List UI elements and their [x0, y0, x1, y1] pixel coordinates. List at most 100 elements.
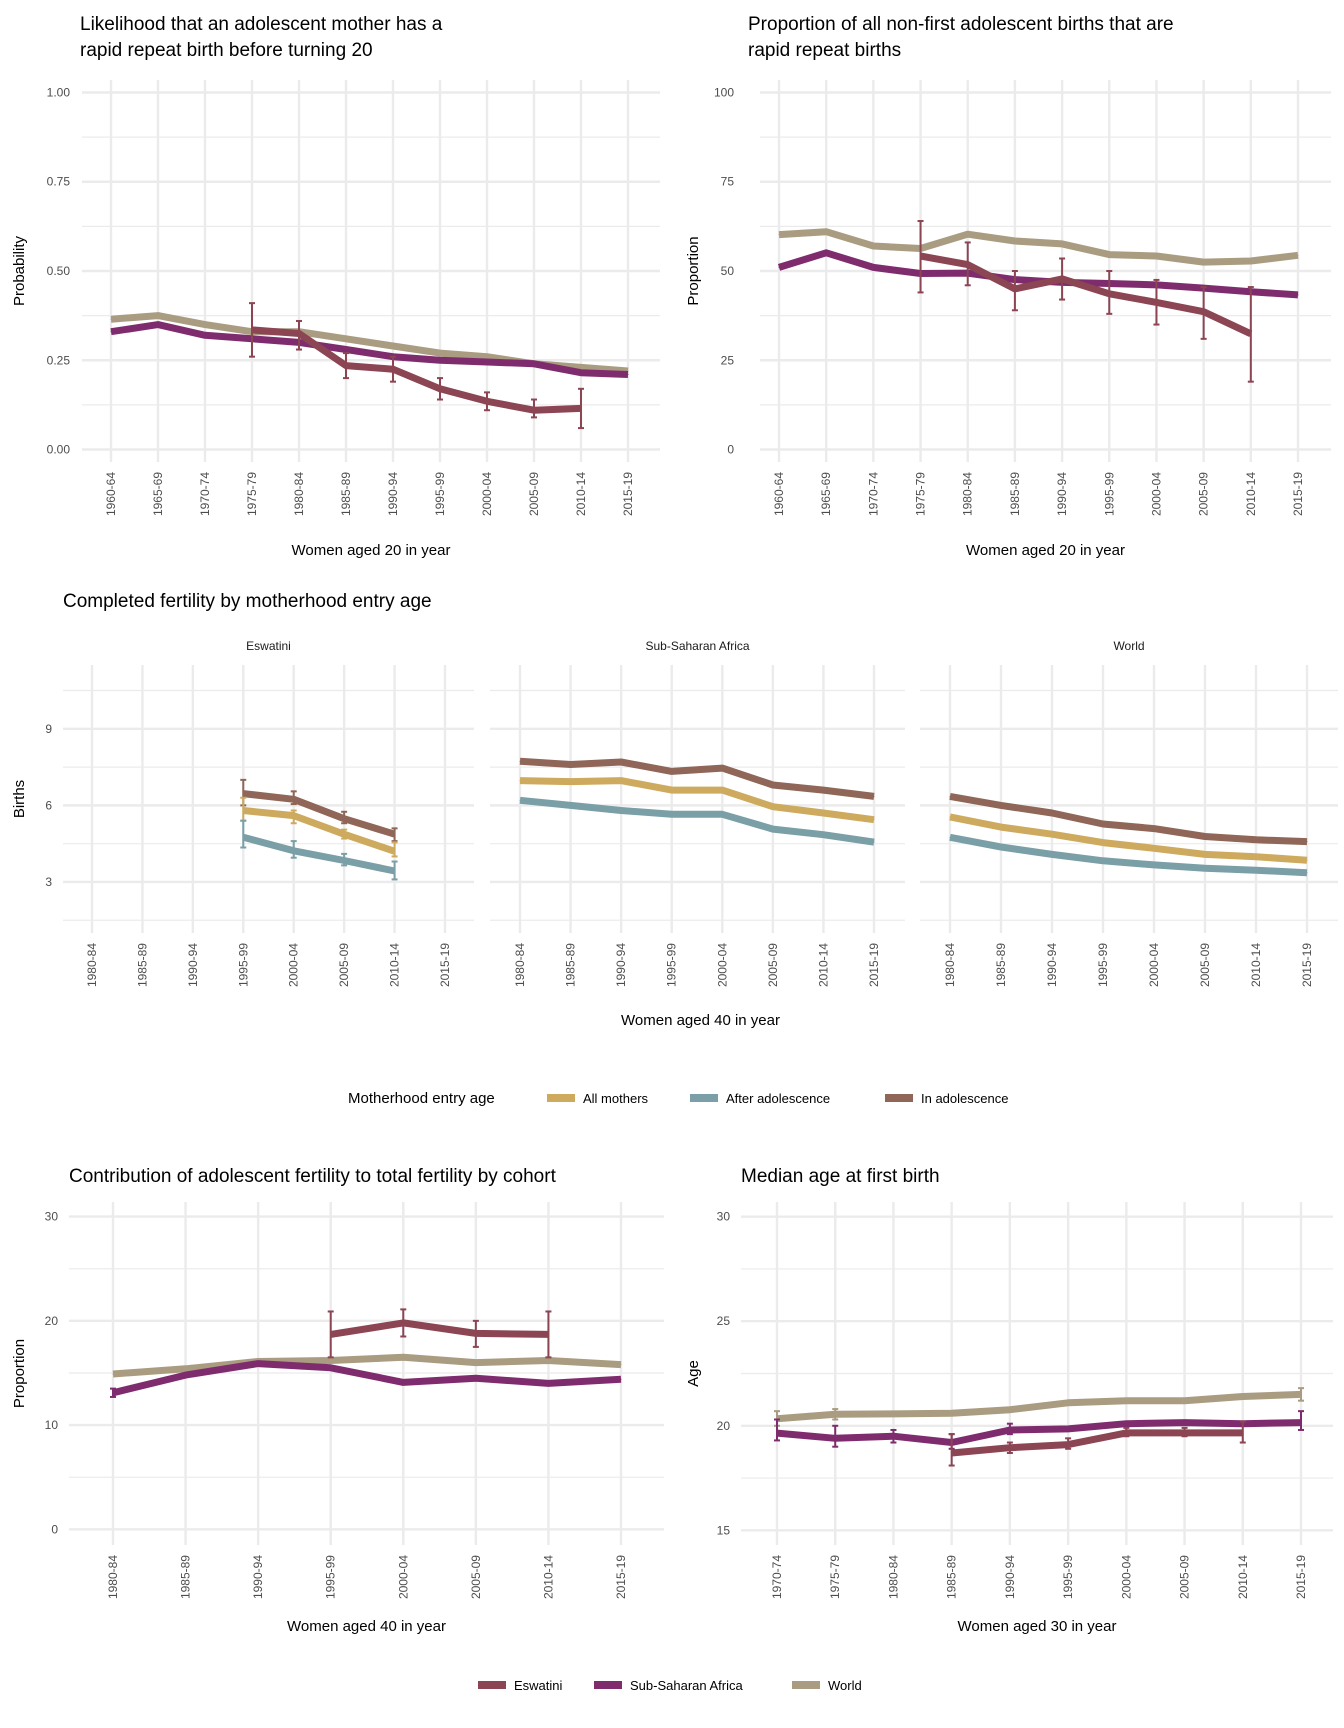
y-tick-label: 0.75 — [47, 175, 71, 189]
data-point — [825, 231, 827, 233]
x-tick-label: 1970-74 — [866, 472, 880, 516]
data-point — [157, 315, 159, 317]
data-point — [519, 760, 521, 762]
x-tick-label: 2010-14 — [1236, 1555, 1250, 1599]
data-point — [519, 780, 521, 782]
data-point — [439, 359, 441, 361]
series-line — [242, 833, 396, 875]
data-point — [475, 1332, 477, 1334]
y-tick-label: 0.00 — [47, 443, 71, 457]
data-point — [110, 318, 112, 320]
y-axis-label: Age — [685, 1360, 702, 1387]
data-point — [892, 1413, 894, 1415]
plot-panel: 1980-84 1985-89 1990-94 1995-99 2000-04 2005-… — [490, 665, 905, 987]
x-tick-label: 1975-79 — [245, 472, 259, 516]
data-point — [394, 870, 396, 872]
series-line — [949, 833, 1308, 877]
data-point — [242, 793, 244, 795]
data-point — [392, 345, 394, 347]
data-point — [1125, 1400, 1127, 1402]
legend-swatch — [594, 1681, 622, 1689]
x-tick-label: 2000-04 — [715, 943, 729, 987]
data-point — [1067, 1402, 1069, 1404]
series-after-adolescence — [240, 819, 398, 881]
data-point — [343, 818, 345, 820]
data-point — [580, 372, 582, 374]
data-point — [330, 1333, 332, 1335]
data-point — [293, 798, 295, 800]
data-point — [822, 812, 824, 814]
x-tick-label: 1980-84 — [961, 472, 975, 516]
series-world — [778, 228, 1299, 266]
y-tick-label: 0 — [727, 443, 734, 457]
y-axis-label: Proportion — [11, 1339, 28, 1408]
x-tick-label: 1980-84 — [292, 472, 306, 516]
data-point — [1061, 243, 1063, 245]
data-point — [949, 816, 951, 818]
x-tick-label: 2015-19 — [1300, 943, 1314, 987]
data-point — [1102, 823, 1104, 825]
x-tick-label: 1995-99 — [665, 943, 679, 987]
legend-swatch — [478, 1681, 506, 1689]
data-point — [872, 266, 874, 268]
data-point — [1300, 1422, 1302, 1424]
series-line — [110, 321, 629, 378]
y-axis-label: Probability — [11, 235, 28, 306]
legend-swatch — [547, 1094, 575, 1102]
series-line — [242, 790, 396, 838]
data-point — [1204, 853, 1206, 855]
data-point — [580, 366, 582, 368]
x-tick-label: 1980-84 — [943, 943, 957, 987]
data-point — [547, 1359, 549, 1361]
y-axis-label: Proportion — [685, 236, 702, 305]
series-after-adolescence — [949, 833, 1308, 877]
data-point — [920, 255, 922, 257]
data-point — [439, 352, 441, 354]
data-point — [204, 324, 206, 326]
data-point — [519, 799, 521, 801]
x-tick-label: 2015-19 — [621, 472, 635, 516]
x-tick-label: 2000-04 — [1147, 943, 1161, 987]
x-tick-label: 2000-04 — [287, 943, 301, 987]
data-point — [776, 1432, 778, 1434]
x-tick-label: 1985-89 — [179, 1555, 193, 1599]
series-world — [110, 312, 629, 375]
data-point — [486, 400, 488, 402]
data-point — [620, 1378, 622, 1380]
data-point — [580, 407, 582, 409]
y-tick-label: 20 — [45, 1314, 59, 1328]
series-all-mothers — [519, 777, 875, 824]
series-line — [251, 326, 582, 414]
x-tick-label: 1985-89 — [1008, 472, 1022, 516]
y-tick-label: 0.50 — [47, 264, 71, 278]
y-tick-label: 3 — [45, 875, 52, 889]
y-tick-label: 15 — [717, 1523, 731, 1537]
data-point — [620, 761, 622, 763]
data-point — [721, 789, 723, 791]
y-axis-label: Births — [11, 780, 28, 818]
x-tick-label: 1965-69 — [819, 472, 833, 516]
data-point — [1255, 869, 1257, 871]
data-point — [721, 767, 723, 769]
series-eswatini — [249, 302, 584, 430]
y-tick-label: 0 — [51, 1522, 58, 1536]
data-point — [112, 1392, 114, 1394]
data-point — [1184, 1400, 1186, 1402]
x-tick-label: 1960-64 — [772, 472, 786, 516]
data-point — [949, 836, 951, 838]
data-point — [1125, 1423, 1127, 1425]
data-point — [157, 324, 159, 326]
data-point — [439, 388, 441, 390]
data-point — [951, 1452, 953, 1454]
x-tick-label: 1960-64 — [104, 472, 118, 516]
data-point — [298, 332, 300, 334]
data-point — [1153, 828, 1155, 830]
data-point — [778, 266, 780, 268]
data-point — [330, 1367, 332, 1369]
data-point — [1204, 836, 1206, 838]
chart-title: rapid repeat births — [748, 40, 901, 61]
x-tick-label: 2010-14 — [541, 1555, 555, 1599]
x-tick-label: 1980-84 — [513, 943, 527, 987]
data-point — [475, 1362, 477, 1364]
